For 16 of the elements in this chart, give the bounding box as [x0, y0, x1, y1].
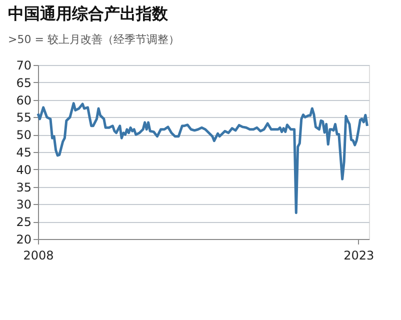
y-tick-label: 35 — [16, 180, 32, 194]
y-tick-label: 30 — [16, 198, 32, 212]
y-tick-label: 40 — [16, 162, 32, 177]
y-tick-label: 45 — [16, 146, 32, 160]
line-series — [36, 102, 368, 214]
y-tick-label: 70 — [16, 58, 32, 72]
y-tick-label: 65 — [16, 76, 32, 90]
y-tick-label: 25 — [16, 215, 32, 230]
y-tick-label: 50 — [16, 128, 32, 142]
y-tick-label: 55 — [16, 110, 32, 125]
x-tick-label: 2008 — [23, 248, 54, 262]
y-tick-label: 20 — [16, 232, 32, 246]
x-tick-label: 2023 — [344, 248, 374, 262]
chart-subtitle: >50 = 较上月改善（经季节调整） — [8, 33, 180, 46]
chart-title: 中国通用综合产出指数 — [8, 4, 169, 23]
y-tick-label: 60 — [16, 93, 32, 108]
